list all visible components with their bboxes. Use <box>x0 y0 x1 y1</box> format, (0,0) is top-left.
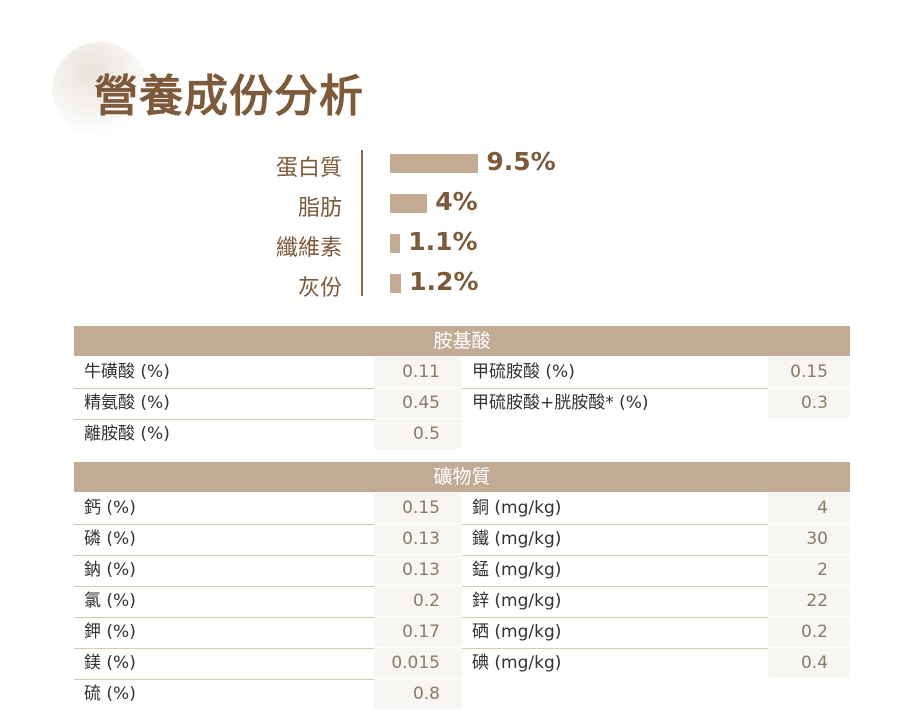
table-row: 硒 (mg/kg) 0.2 <box>462 617 850 648</box>
nutrient-label: 硒 (mg/kg) <box>472 622 562 642</box>
nutrient-value: 0.2 <box>374 586 462 616</box>
nutrient-label: 磷 (%) <box>84 529 136 549</box>
nutrient-value: 0.11 <box>374 357 462 387</box>
row-divider <box>74 617 462 618</box>
table-row: 鋅 (mg/kg) 22 <box>462 586 850 617</box>
amino-header: 胺基酸 <box>74 326 850 356</box>
nutrient-value: 0.15 <box>768 357 850 387</box>
table-row: 離胺酸 (%) 0.5 <box>74 419 462 450</box>
composition-bar <box>390 274 402 293</box>
nutrient-value: 0.13 <box>374 555 462 585</box>
nutrient-label: 精氨酸 (%) <box>84 393 170 413</box>
table-row: 鈣 (%) 0.15 <box>74 493 462 524</box>
composition-value: 9.5% <box>486 147 556 176</box>
row-divider <box>462 555 850 556</box>
table-row: 甲硫胺酸+胱胺酸* (%) 0.3 <box>462 388 850 419</box>
row-divider <box>462 648 850 649</box>
nutrient-label: 鋅 (mg/kg) <box>472 591 562 611</box>
composition-value: 4% <box>435 187 478 216</box>
table-row: 碘 (mg/kg) 0.4 <box>462 648 850 679</box>
axis-line <box>361 150 363 296</box>
nutrient-label: 碘 (mg/kg) <box>472 653 562 673</box>
nutrient-label: 離胺酸 (%) <box>84 424 170 444</box>
composition-bar <box>390 194 428 213</box>
nutrient-label: 鐵 (mg/kg) <box>472 529 562 549</box>
table-row: 甲硫胺酸 (%) 0.15 <box>462 357 850 388</box>
composition-bar <box>390 234 401 253</box>
row-divider <box>74 555 462 556</box>
row-divider <box>74 586 462 587</box>
nutrient-value: 0.45 <box>374 388 462 418</box>
nutrient-value: 4 <box>768 493 850 523</box>
nutrient-value: 22 <box>768 586 850 616</box>
table-row: 牛磺酸 (%) 0.11 <box>74 357 462 388</box>
nutrient-label: 牛磺酸 (%) <box>84 362 170 382</box>
nutrient-label: 甲硫胺酸 (%) <box>472 362 575 382</box>
composition-label: 灰份 <box>297 276 342 301</box>
table-row: 精氨酸 (%) 0.45 <box>74 388 462 419</box>
nutrient-value: 2 <box>768 555 850 585</box>
nutrient-label: 硫 (%) <box>84 684 136 704</box>
nutrient-label: 氯 (%) <box>84 591 136 611</box>
table-row: 鉀 (%) 0.17 <box>74 617 462 648</box>
composition-label: 蛋白質 <box>275 156 342 181</box>
row-divider <box>74 419 462 420</box>
nutrient-label: 錳 (mg/kg) <box>472 560 562 580</box>
nutrient-label: 鈣 (%) <box>84 498 136 518</box>
nutrient-value: 0.5 <box>374 419 462 449</box>
nutrient-value: 0.3 <box>768 388 850 418</box>
table-row: 銅 (mg/kg) 4 <box>462 493 850 524</box>
table-row: 磷 (%) 0.13 <box>74 524 462 555</box>
nutrient-label: 銅 (mg/kg) <box>472 498 562 518</box>
composition-bar <box>390 154 479 173</box>
nutrient-value: 0.15 <box>374 493 462 523</box>
nutrient-value: 0.015 <box>374 648 462 678</box>
composition-label: 纖維素 <box>275 236 342 261</box>
nutrient-value: 0.4 <box>768 648 850 678</box>
row-divider <box>74 524 462 525</box>
row-divider <box>462 388 850 389</box>
row-divider <box>462 524 850 525</box>
nutrient-label: 鎂 (%) <box>84 653 136 673</box>
nutrient-value: 0.2 <box>768 617 850 647</box>
table-row: 錳 (mg/kg) 2 <box>462 555 850 586</box>
nutrient-value: 0.17 <box>374 617 462 647</box>
nutrient-label: 甲硫胺酸+胱胺酸* (%) <box>472 393 649 413</box>
nutrient-label: 鉀 (%) <box>84 622 136 642</box>
page-title: 營養成份分析 <box>94 71 364 122</box>
table-row: 硫 (%) 0.8 <box>74 679 462 710</box>
composition-value: 1.2% <box>409 267 479 296</box>
nutrient-value: 30 <box>768 524 850 554</box>
decorative-circle <box>52 42 148 138</box>
row-divider <box>74 648 462 649</box>
composition-label: 脂肪 <box>297 196 342 221</box>
row-divider <box>74 679 462 680</box>
composition-value: 1.1% <box>408 227 478 256</box>
table-row: 鎂 (%) 0.015 <box>74 648 462 679</box>
minerals-header: 礦物質 <box>74 462 850 492</box>
nutrient-label: 鈉 (%) <box>84 560 136 580</box>
row-divider <box>462 586 850 587</box>
nutrient-value: 0.13 <box>374 524 462 554</box>
row-divider <box>462 617 850 618</box>
nutrient-value: 0.8 <box>374 679 462 709</box>
table-row: 鈉 (%) 0.13 <box>74 555 462 586</box>
table-row: 鐵 (mg/kg) 30 <box>462 524 850 555</box>
row-divider <box>74 388 462 389</box>
table-row: 氯 (%) 0.2 <box>74 586 462 617</box>
